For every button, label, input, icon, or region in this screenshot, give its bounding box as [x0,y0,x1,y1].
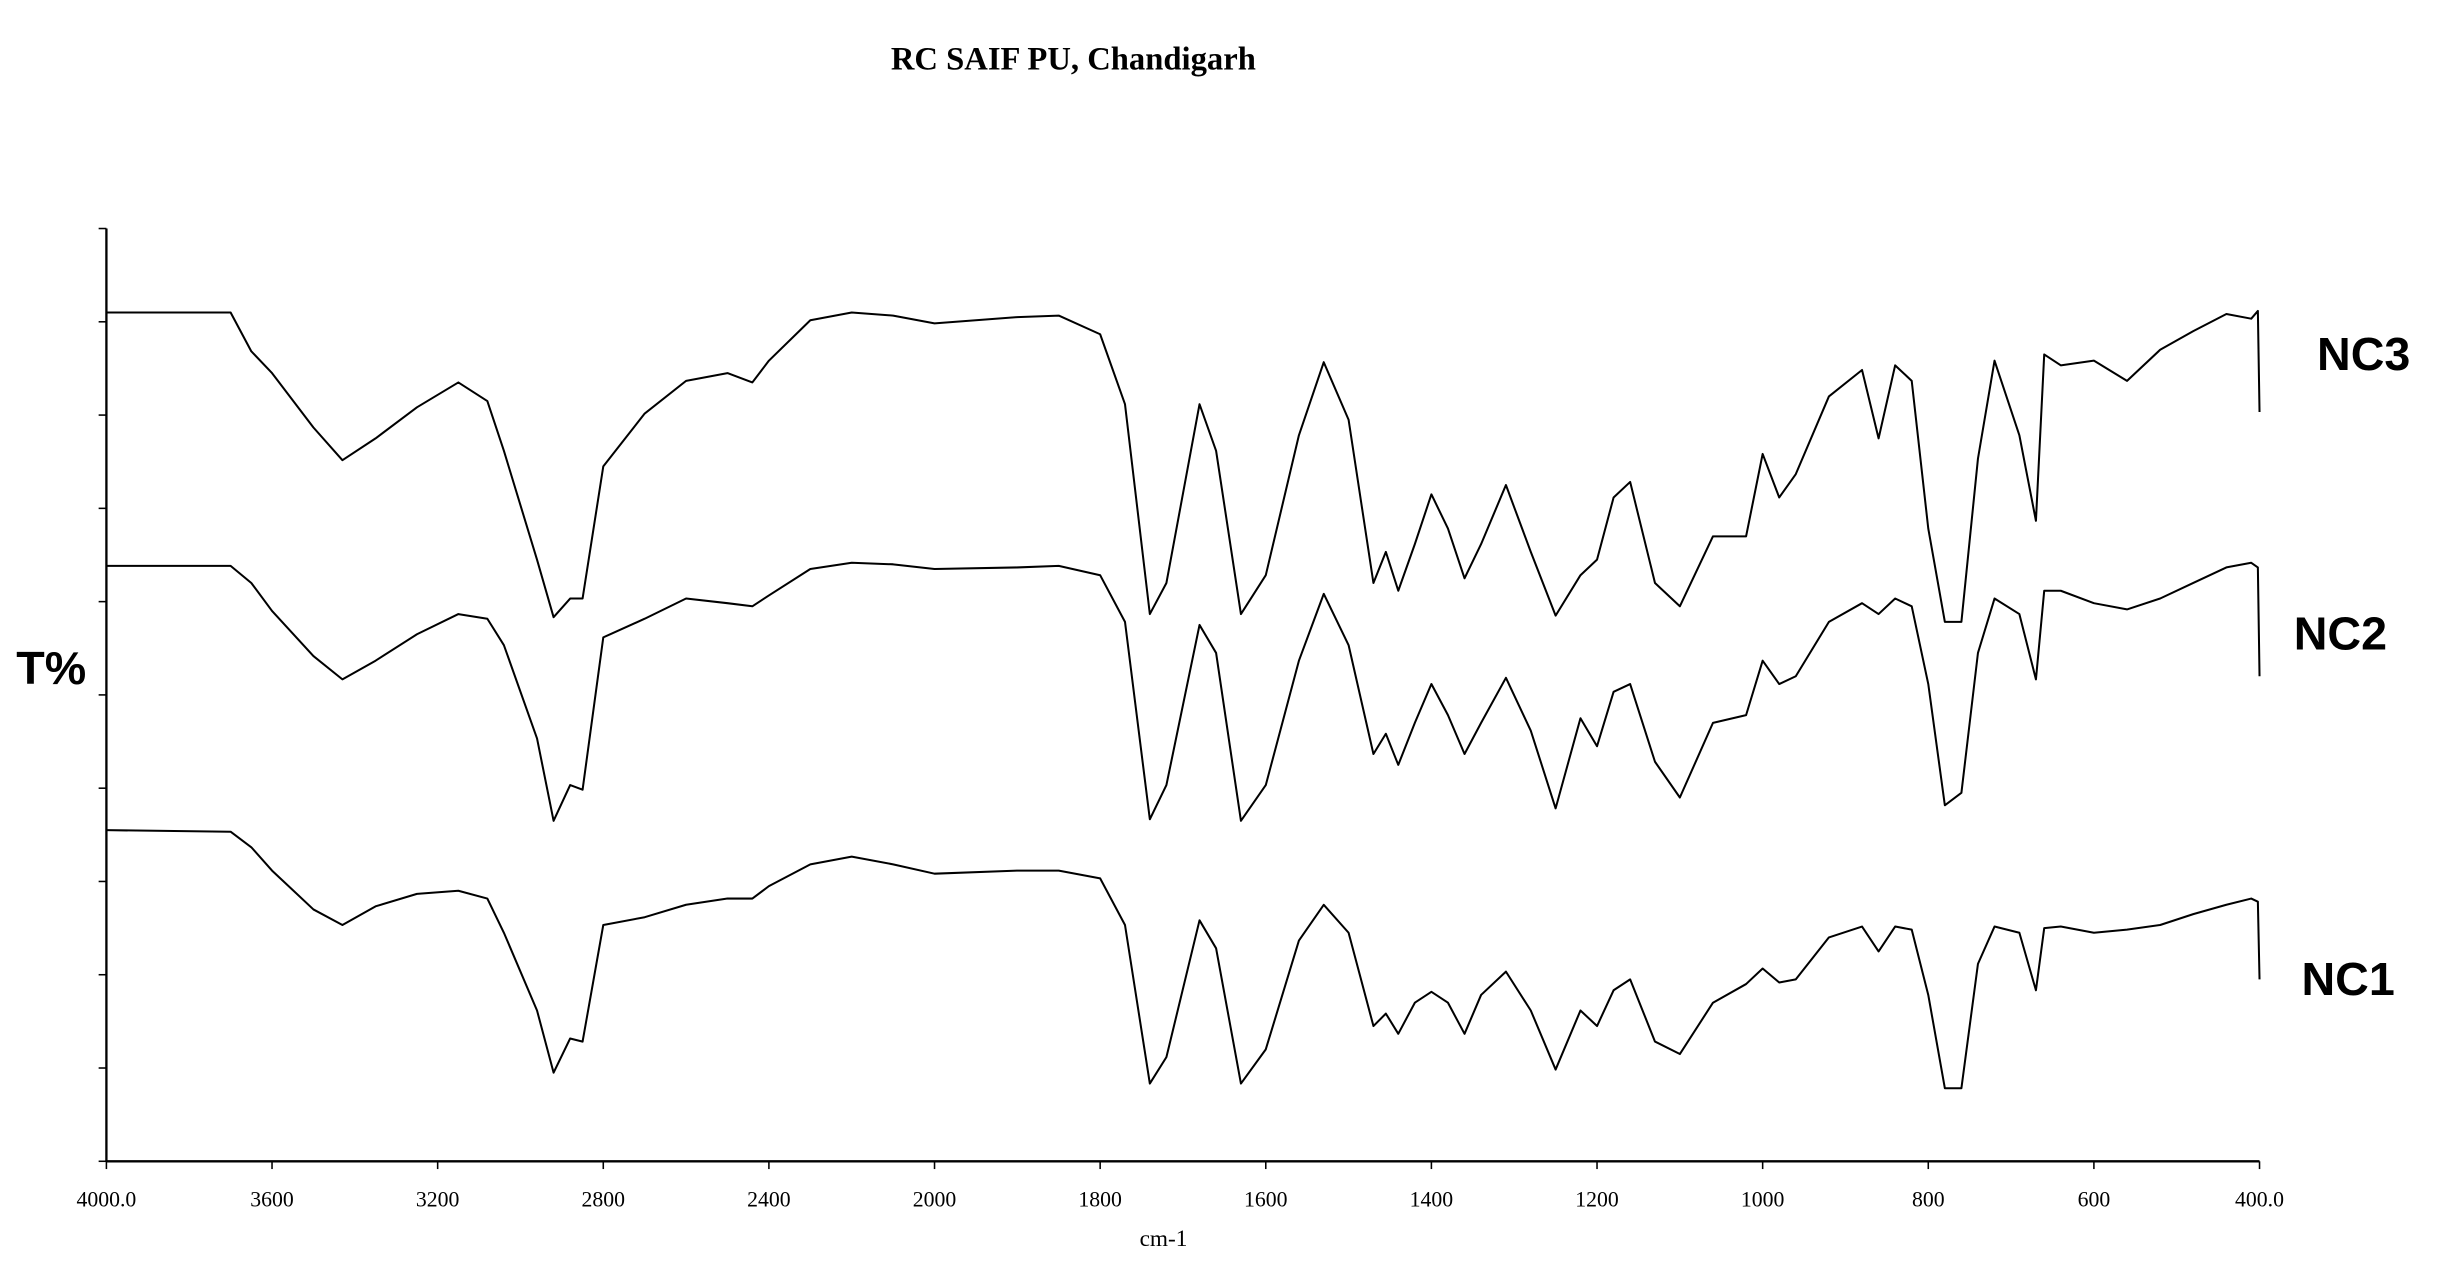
x-tick-label: 2000 [913,1188,957,1212]
x-tick-label: 3600 [250,1188,294,1212]
x-tick-label: 1800 [1078,1188,1122,1212]
x-tick-label: 1400 [1410,1188,1454,1212]
series-label: NC2 [2294,608,2387,660]
x-tick-label: 4000.0 [76,1188,136,1212]
x-tick-label: 2400 [747,1188,791,1212]
x-tick-label: 800 [1912,1188,1945,1212]
x-tick-label: 1000 [1741,1188,1785,1212]
x-axis-label: cm-1 [1140,1226,1188,1252]
spectrum-line [106,829,2261,1090]
chart-title: RC SAIF PU, Chandigarh [891,42,1256,78]
x-tick-label: 400.0 [2235,1188,2284,1212]
spectrum-line [106,561,2261,822]
x-tick-label: 3200 [416,1188,460,1212]
y-axis-label: T% [16,642,86,694]
series-label: NC1 [2302,953,2395,1005]
x-tick-label: 1600 [1244,1188,1288,1212]
spectrum-line [106,309,2261,623]
x-tick-label: 1200 [1575,1188,1619,1212]
series-label: NC3 [2317,328,2410,380]
x-tick-label: 600 [2078,1188,2111,1212]
x-tick-label: 2800 [582,1188,626,1212]
